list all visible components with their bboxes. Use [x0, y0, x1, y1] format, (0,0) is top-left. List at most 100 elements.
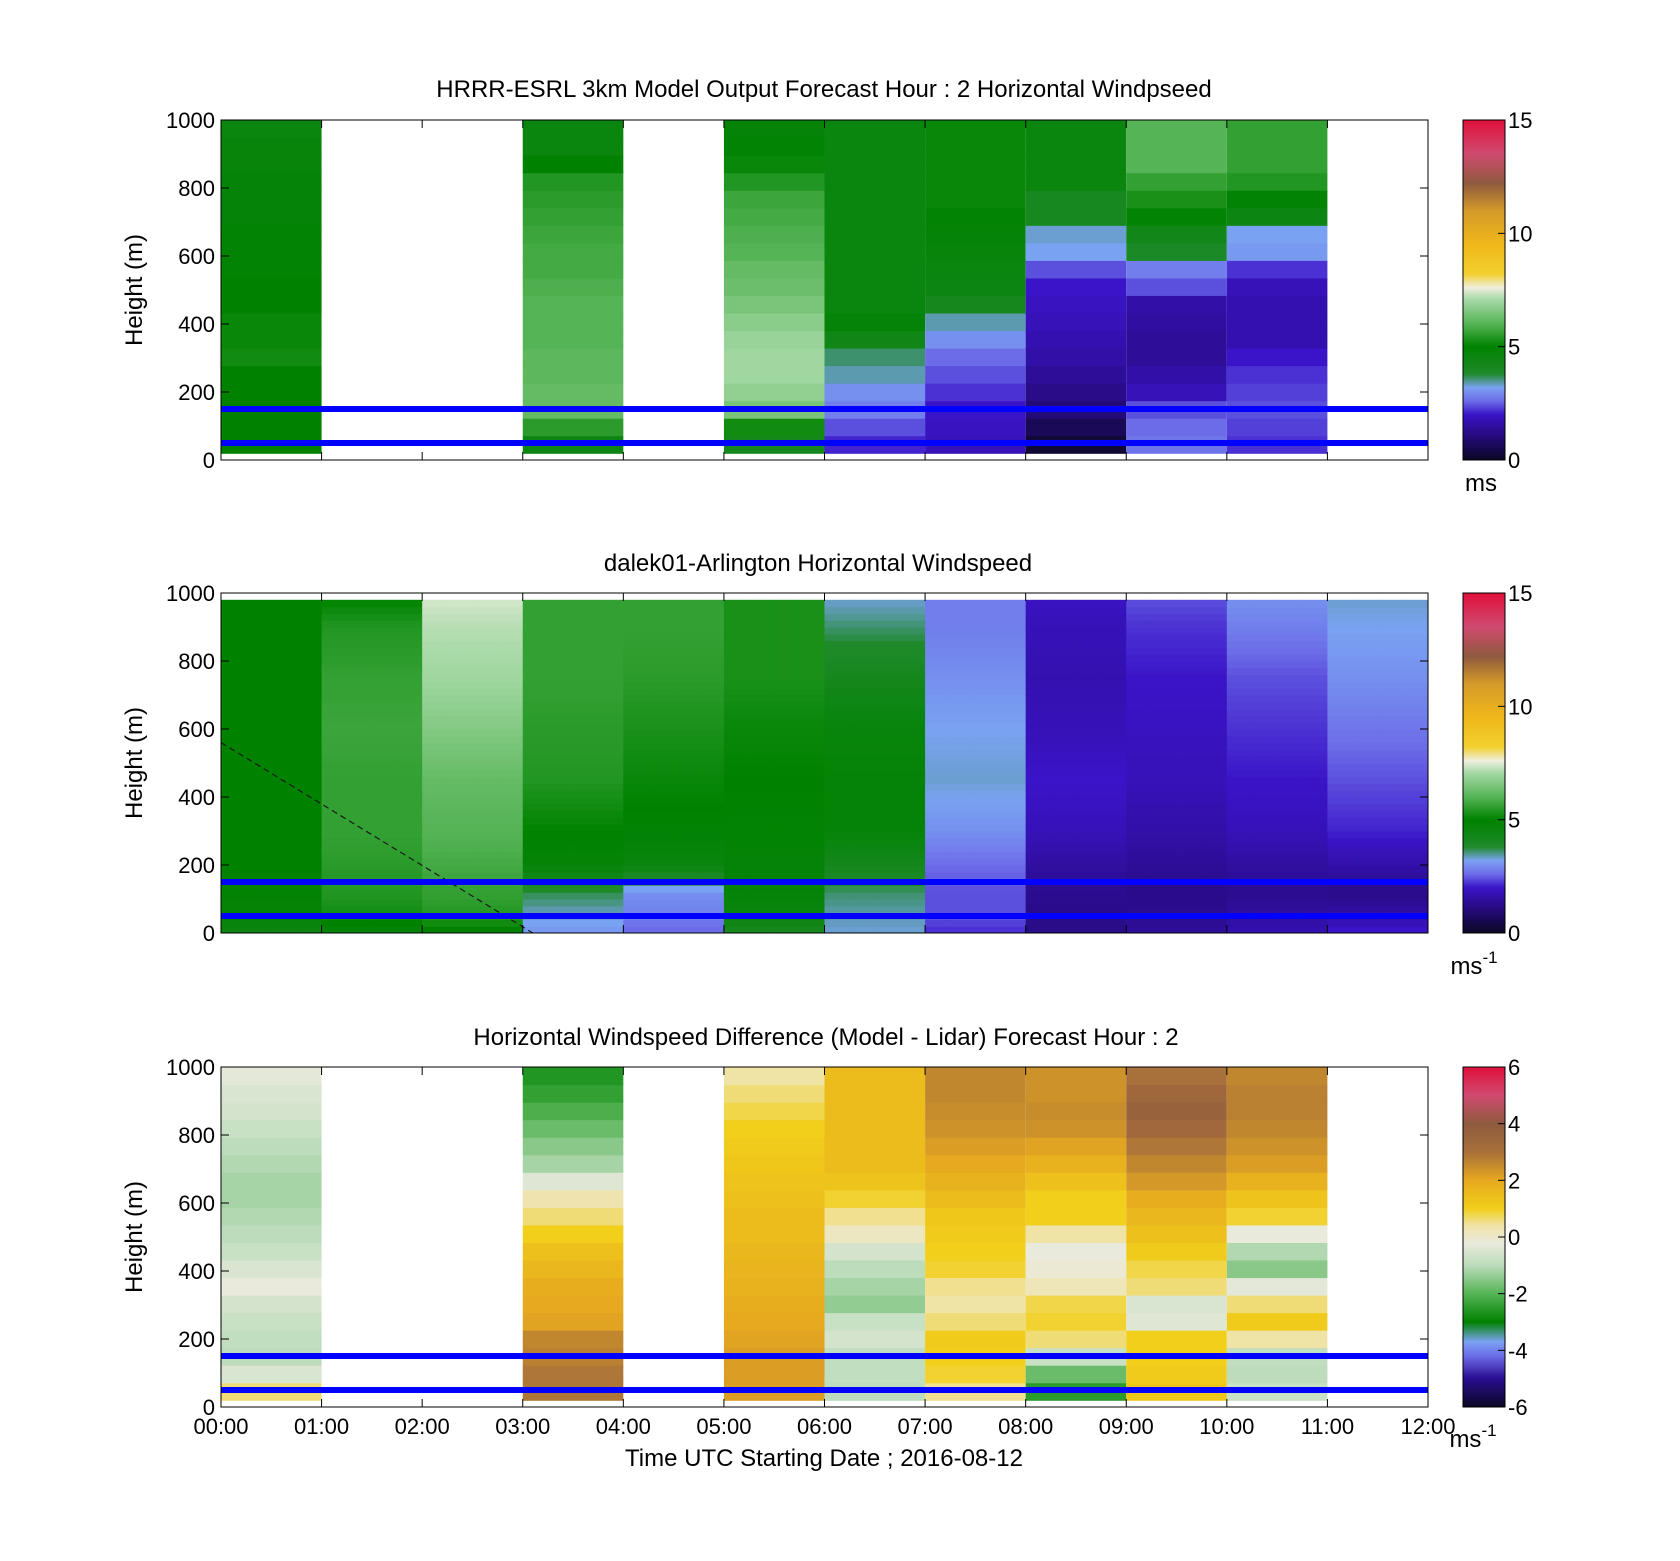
heatmap-cell: [447, 681, 473, 689]
heatmap-cell: [1025, 844, 1052, 852]
heatmap-cell: [221, 899, 247, 907]
heatmap-cell: [1251, 613, 1278, 621]
heatmap-cell: [598, 885, 624, 893]
heatmap-cell: [824, 599, 851, 608]
x-tick-label: 10:00: [1199, 1414, 1254, 1439]
heatmap-cell: [1377, 871, 1404, 880]
heatmap-cell: [522, 756, 549, 764]
heatmap-cell: [1277, 749, 1303, 757]
heatmap-cell: [874, 688, 901, 696]
heatmap-cell: [271, 715, 297, 723]
heatmap-cell: [648, 837, 675, 846]
heatmap-cell: [522, 824, 549, 832]
heatmap-cell: [824, 797, 851, 805]
heatmap-cell: [1402, 905, 1428, 914]
heatmap-cell: [472, 824, 499, 832]
heatmap-cell: [1025, 1277, 1127, 1296]
heatmap-cell: [1226, 783, 1253, 791]
heatmap-cell: [1176, 667, 1203, 676]
heatmap-cell: [1201, 708, 1228, 716]
heatmap-cell: [975, 620, 1001, 628]
heatmap-cell: [899, 620, 926, 628]
heatmap-cell: [1302, 776, 1328, 784]
heatmap-cell: [1126, 1224, 1227, 1243]
heatmap-cell: [1277, 620, 1303, 628]
heatmap-cell: [522, 729, 549, 737]
heatmap-cell: [1352, 701, 1379, 710]
heatmap-cell: [774, 763, 800, 771]
heatmap-cell: [1151, 674, 1177, 682]
heatmap-cell: [1176, 844, 1203, 852]
heatmap-cell: [925, 674, 951, 682]
heatmap-cell: [321, 729, 348, 737]
heatmap-cell: [698, 715, 725, 723]
heatmap-cell: [1377, 627, 1404, 635]
heatmap-cell: [723, 885, 750, 893]
heatmap-cell: [950, 688, 976, 696]
heatmap-cell: [1302, 640, 1328, 648]
heatmap-cell: [799, 803, 825, 812]
heatmap-cell: [1402, 824, 1428, 832]
heatmap-cell: [698, 797, 725, 805]
heatmap-cell: [522, 919, 549, 927]
heatmap-cell: [975, 831, 1001, 839]
heatmap-cell: [547, 824, 574, 832]
heatmap-cell: [573, 769, 599, 778]
heatmap-cell: [1302, 722, 1328, 730]
heatmap-cell: [397, 667, 423, 676]
heatmap-cell: [522, 905, 549, 914]
heatmap-cell: [547, 763, 574, 771]
heatmap-cell: [925, 695, 951, 703]
heatmap-cell: [1025, 1067, 1127, 1086]
heatmap-cell: [925, 681, 951, 689]
heatmap-cell: [925, 688, 951, 696]
heatmap-cell: [271, 749, 297, 757]
heatmap-cell: [1226, 1242, 1328, 1261]
heatmap-cell: [1226, 735, 1253, 744]
heatmap-cell: [824, 1294, 926, 1314]
heatmap-cell: [1000, 633, 1027, 642]
heatmap-cell: [1377, 831, 1404, 839]
heatmap-cell: [1277, 837, 1303, 846]
heatmap-cell: [397, 892, 423, 900]
heatmap-cell: [422, 844, 448, 852]
heatmap-cell: [824, 365, 926, 384]
heatmap-cell: [1025, 1172, 1127, 1191]
heatmap-cell: [925, 1224, 1026, 1243]
heatmap-cell: [221, 681, 247, 689]
heatmap-cell: [573, 674, 599, 682]
heatmap-cell: [1201, 865, 1228, 873]
heatmap-cell: [1201, 633, 1228, 642]
heatmap-cell: [598, 681, 624, 689]
heatmap-cell: [698, 783, 725, 791]
heatmap-cell: [422, 831, 448, 839]
heatmap-cell: [698, 899, 725, 907]
heatmap-cell: [824, 756, 851, 764]
heatmap-cell: [246, 783, 272, 791]
heatmap-cell: [296, 701, 322, 710]
heatmap-cell: [1000, 831, 1027, 839]
heatmap-cell: [1251, 783, 1278, 791]
heatmap-cell: [723, 735, 750, 744]
heatmap-cell: [422, 722, 448, 730]
heatmap-cell: [1151, 627, 1177, 635]
heatmap-cell: [422, 858, 448, 866]
heatmap-cell: [1226, 1084, 1328, 1103]
heatmap-cell: [1302, 837, 1328, 846]
heatmap-cell: [1302, 742, 1328, 750]
heatmap-cell: [723, 695, 750, 703]
heatmap-cell: [975, 654, 1001, 662]
heatmap-cell: [874, 701, 901, 710]
heatmap-cell: [221, 1207, 322, 1226]
heatmap-cell: [849, 729, 876, 737]
heatmap-cell: [723, 763, 750, 771]
heatmap-cell: [1352, 865, 1379, 873]
y-tick-label: 1000: [166, 1055, 215, 1080]
y-tick-label: 800: [178, 176, 215, 201]
heatmap-cell: [623, 674, 649, 682]
heatmap-cell: [296, 892, 322, 900]
y-tick-label: 600: [178, 1191, 215, 1216]
heatmap-cell: [749, 749, 775, 757]
heatmap-cell: [1402, 654, 1428, 662]
heatmap-cell: [698, 817, 725, 825]
